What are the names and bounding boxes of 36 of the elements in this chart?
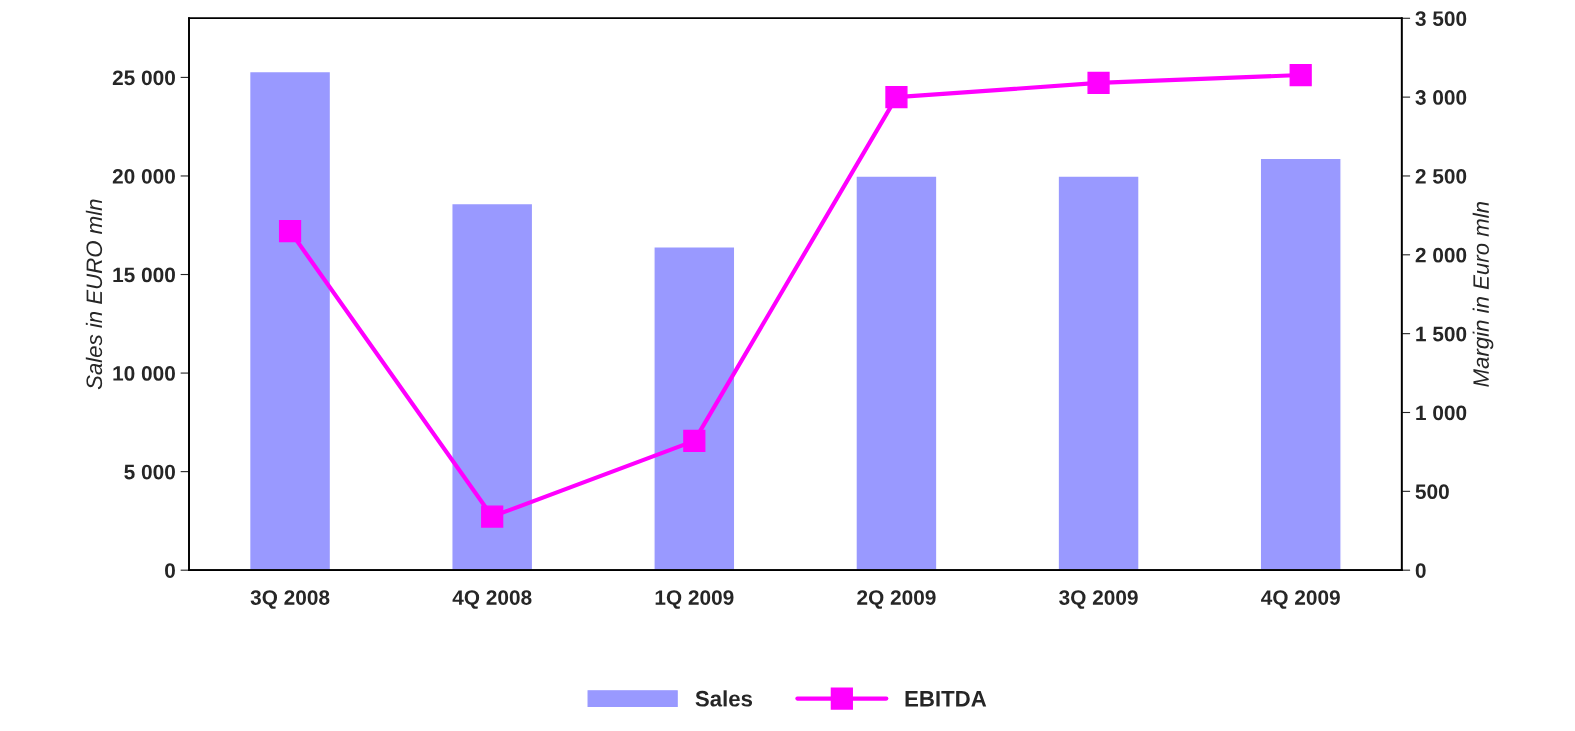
bar [855,175,938,571]
y-tick-label: 0 [165,563,175,578]
legend-label: EBITDA [905,691,987,707]
x-tick-label: 3Q 2008 [250,590,330,609]
bar [1259,157,1342,571]
x-tick-label: 2Q 2009 [857,590,936,609]
y-axis-title: Sales in EURO mln [85,199,103,390]
point [481,505,504,528]
y-tick-label: 5 000 [124,464,175,480]
y2-tick-label: 2 500 [1415,168,1467,184]
y2-tick-label: 2 000 [1415,247,1467,263]
point [278,220,302,243]
bar [1057,175,1140,571]
y-tick-label: 15 000 [113,267,175,283]
y2-tick-label: 0 [1415,563,1426,578]
y2-tick-label: 500 [1415,484,1449,500]
point [885,86,908,109]
y2-tick-label: 3 000 [1415,90,1467,105]
y-tick-label: 20 000 [112,168,175,184]
y2-tick-label: 3 500 [1415,11,1467,27]
y2-axis-title: Margin in Euro mln [1472,201,1494,387]
y-tick-label: 10 000 [113,366,175,381]
x-tick-label: 3Q 2009 [1059,590,1138,609]
y2-tick-label: 1 000 [1416,405,1467,421]
bar [451,202,534,571]
bar [248,70,332,571]
x-tick-label: 4Q 2008 [452,590,532,609]
point [683,429,706,452]
x-tick-label: 4Q 2009 [1261,590,1340,609]
x-tick-label: 1Q 2009 [655,590,734,609]
y-tick-label: 25 000 [112,70,175,86]
point [1087,71,1110,95]
y2-tick-label: 1 500 [1416,326,1467,342]
point [1289,63,1312,87]
bar [653,246,736,571]
legend-label: Sales [695,690,753,707]
